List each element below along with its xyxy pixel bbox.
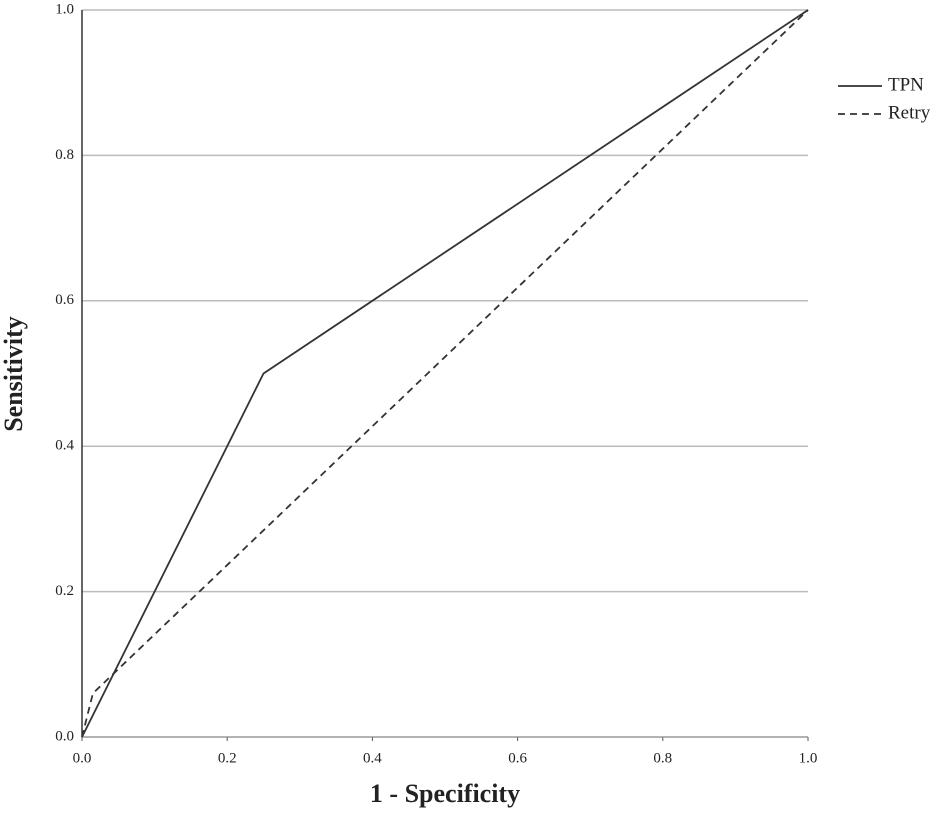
- legend-text: Retry: [888, 102, 931, 123]
- x-tick-label: 0.6: [508, 750, 527, 766]
- x-tick-label: 1.0: [799, 750, 818, 766]
- y-axis-title: Sensitivity: [0, 316, 28, 432]
- x-tick-label: 0.4: [363, 750, 382, 766]
- y-tick-label: 1.0: [55, 1, 74, 17]
- y-tick-label: 0.4: [55, 438, 74, 454]
- roc-line: [81, 9, 809, 738]
- x-tick-label: 0.2: [218, 750, 237, 766]
- y-tick-label: 0.2: [55, 583, 74, 599]
- x-tick-label: 0.0: [73, 750, 92, 766]
- x-tick-label: 0.8: [653, 750, 672, 766]
- y-tick-label: 0.8: [55, 147, 74, 163]
- y-tick-label: 0.6: [55, 292, 74, 308]
- y-tick-label: 0.0: [55, 728, 74, 744]
- legend-text: TPN: [888, 74, 924, 95]
- x-axis-title: 1 - Specificity: [370, 779, 520, 808]
- roc-line: [81, 9, 809, 738]
